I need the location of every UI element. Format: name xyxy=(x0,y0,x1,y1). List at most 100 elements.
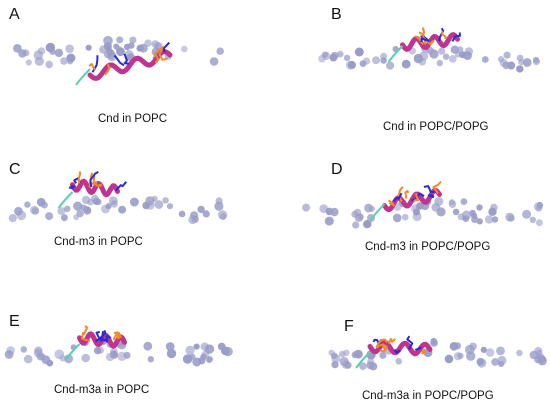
lipid-bead xyxy=(40,201,48,209)
lipid-bead xyxy=(154,200,164,209)
side-chain xyxy=(441,30,447,40)
lipid-bead xyxy=(16,210,27,221)
lipid-bead xyxy=(537,356,547,366)
side-chain xyxy=(113,55,125,67)
lipid-bead xyxy=(491,358,499,366)
helix-ribbon xyxy=(400,32,460,52)
helix-ribbon xyxy=(70,178,120,198)
lipid-bead xyxy=(503,51,511,59)
lipid-bead xyxy=(64,354,74,364)
lipid-bead xyxy=(162,197,169,204)
side-chain xyxy=(393,348,402,355)
peptide-b xyxy=(387,27,461,63)
lipid-bead xyxy=(471,212,478,219)
lipid-bead xyxy=(430,339,438,347)
side-chain xyxy=(77,171,82,184)
panel-caption-a: Cnd in POPC xyxy=(98,113,168,125)
lipid-bead xyxy=(54,48,64,58)
side-chain xyxy=(426,40,435,46)
peptide-f xyxy=(355,335,433,369)
side-chain xyxy=(411,192,425,202)
lipid-bead xyxy=(496,346,505,356)
lipid-bead xyxy=(107,51,117,62)
lipid-bead xyxy=(416,202,424,210)
lipid-bead xyxy=(412,211,422,222)
panel-caption-d: Cnd-m3 in POPC/POPG xyxy=(365,241,491,253)
lipid-bead xyxy=(351,351,358,359)
lipid-bead xyxy=(103,35,113,46)
side-chain xyxy=(375,338,389,348)
lipid-bead xyxy=(215,197,223,205)
lipid-bead xyxy=(359,362,367,371)
side-chain xyxy=(397,186,404,203)
coil-segment xyxy=(57,191,74,209)
lipid-bead xyxy=(336,50,344,58)
lipid-bead xyxy=(136,45,143,52)
membrane-f xyxy=(328,337,547,371)
lipid-bead xyxy=(442,53,450,60)
lipid-bead xyxy=(67,58,74,65)
panel-label-b: B xyxy=(331,6,342,23)
side-chain xyxy=(420,35,431,43)
lipid-bead xyxy=(57,207,66,216)
lipid-bead xyxy=(476,359,484,366)
membrane-a xyxy=(12,35,224,69)
lipid-bead xyxy=(93,197,101,206)
lipid-bead xyxy=(182,354,193,364)
lipid-bead xyxy=(193,343,200,350)
side-chain xyxy=(112,331,119,341)
side-chain xyxy=(406,335,414,350)
lipid-bead xyxy=(516,54,524,62)
lipid-bead xyxy=(331,354,341,363)
side-chain xyxy=(427,194,435,199)
lipid-bead xyxy=(24,201,31,208)
membrane-d xyxy=(302,197,544,229)
side-chain xyxy=(421,348,427,355)
lipid-bead xyxy=(214,201,224,211)
lipid-bead xyxy=(434,197,444,206)
helix-ribbon xyxy=(77,331,127,349)
panel-caption-e: Cnd-m3a in POPC xyxy=(54,384,150,396)
lipid-bead xyxy=(129,36,137,44)
side-chain xyxy=(123,53,130,65)
lipid-bead xyxy=(529,216,536,223)
side-chain xyxy=(423,185,436,194)
lipid-bead xyxy=(351,210,359,218)
side-chain xyxy=(413,192,419,203)
lipid-bead xyxy=(352,221,360,229)
lipid-bead xyxy=(129,197,139,207)
peptide-c xyxy=(57,171,128,209)
lipid-bead xyxy=(191,215,199,223)
lipid-bead xyxy=(395,358,403,365)
side-chain xyxy=(376,343,387,352)
lipid-bead xyxy=(181,45,188,53)
lipid-bead xyxy=(110,200,119,208)
lipid-bead xyxy=(469,342,477,351)
side-chain xyxy=(115,181,128,192)
lipid-bead xyxy=(413,53,424,64)
panel-label-a: A xyxy=(9,6,20,23)
lipid-bead xyxy=(534,347,543,355)
lipid-bead xyxy=(516,349,523,357)
side-chain xyxy=(82,325,89,336)
lipid-bead xyxy=(476,204,483,211)
side-chain xyxy=(95,330,103,343)
lipid-bead xyxy=(535,219,543,227)
lipid-bead xyxy=(20,346,28,353)
lipid-bead xyxy=(185,345,195,355)
lipid-bead xyxy=(123,43,131,51)
lipid-bead xyxy=(166,203,174,210)
lipid-bead xyxy=(454,342,462,350)
lipid-bead xyxy=(484,215,494,224)
lipid-bead xyxy=(436,59,443,67)
side-chain xyxy=(96,183,103,187)
lipid-bead xyxy=(362,220,371,229)
lipid-bead xyxy=(379,351,387,359)
lipid-bead xyxy=(197,205,205,214)
lipid-bead xyxy=(450,45,459,54)
lipid-bead xyxy=(448,199,455,206)
lipid-bead xyxy=(330,51,339,60)
lipid-bead xyxy=(166,348,177,359)
coil-segment xyxy=(355,351,371,369)
